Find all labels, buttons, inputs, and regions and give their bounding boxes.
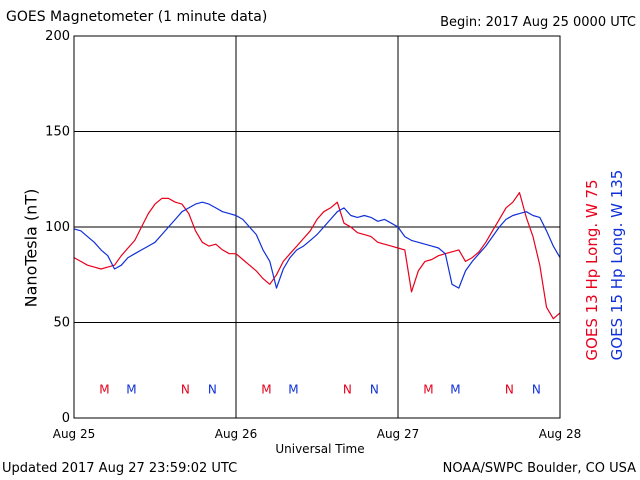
chart-title: GOES Magnetometer (1 minute data) [6,9,268,25]
begin-time: Begin: 2017 Aug 25 0000 UTC [440,15,636,30]
y-tick-labels: 0 50 100 150 200 [45,29,70,426]
plot-frame [73,35,561,419]
y-tick-label: 100 [45,220,70,235]
local-time-marker: M [261,382,271,396]
x-axis-label: Universal Time [275,442,365,456]
updated-timestamp: Updated 2017 Aug 27 23:59:02 UTC [2,461,238,476]
series-line-1 [73,201,561,289]
x-tick-labels: Aug 25 Aug 26 Aug 27 Aug 28 [53,427,582,441]
local-time-marker: M [126,382,136,396]
local-time-marker: N [208,382,217,396]
y-tick-label: 150 [45,125,70,140]
x-tick-label: Aug 25 [53,427,96,441]
x-tick-label: Aug 27 [377,427,420,441]
chart-grid [74,36,560,418]
series-line-0 [73,192,561,320]
y-tick-label: 200 [45,29,70,44]
local-time-marker: N [343,382,352,396]
y-tick-label: 50 [53,316,70,331]
local-time-marker: N [532,382,541,396]
y-tick-label: 0 [62,411,70,426]
x-tick-label: Aug 26 [215,427,258,441]
local-time-marker: M [423,382,433,396]
local-time-marker: M [99,382,109,396]
local-time-marker: M [288,382,298,396]
x-tick-label: Aug 28 [539,427,582,441]
credit-label: NOAA/SWPC Boulder, CO USA [442,461,636,476]
series-lines [73,192,561,320]
local-time-marker: N [505,382,514,396]
local-time-marker: M [450,382,460,396]
local-time-marker: N [370,382,379,396]
local-time-marker: N [181,382,190,396]
